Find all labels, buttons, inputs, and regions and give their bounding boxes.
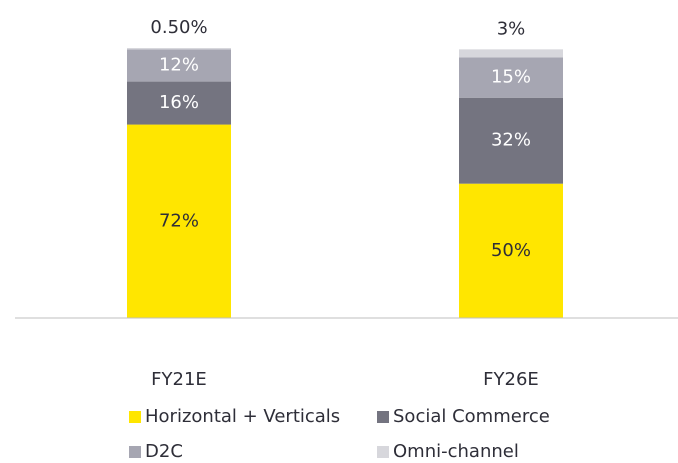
bar-segment (459, 97, 563, 184)
value-label: 0.50% (150, 17, 207, 38)
legend-label: Social Commerce (393, 406, 550, 427)
value-label: 50% (491, 240, 531, 261)
value-label: 3% (497, 18, 526, 39)
bar-segment (127, 124, 231, 318)
value-label: 15% (491, 67, 531, 88)
bar-segment (127, 49, 231, 82)
legend-label: Horizontal + Verticals (145, 406, 340, 427)
value-label: 12% (159, 54, 199, 75)
bar-segment (459, 57, 563, 98)
bar-segment (127, 81, 231, 125)
legend-swatch (377, 446, 389, 458)
value-label: 32% (491, 130, 531, 151)
legend-swatch (129, 446, 141, 458)
legend-swatch (129, 411, 141, 423)
bar-segment (127, 48, 231, 50)
value-label: 72% (159, 210, 199, 231)
x-tick-label: FY26E (483, 369, 539, 390)
legend-label: D2C (145, 441, 183, 462)
legend-label: Omni-channel (393, 441, 519, 462)
value-label: 16% (159, 92, 199, 113)
bar-segment (459, 49, 563, 58)
legend-swatch (377, 411, 389, 423)
x-tick-label: FY21E (151, 369, 207, 390)
bar-segment (459, 183, 563, 318)
